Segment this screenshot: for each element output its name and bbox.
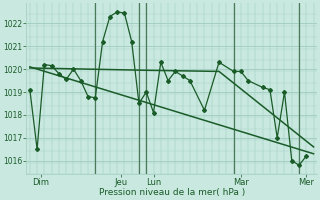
X-axis label: Pression niveau de la mer( hPa ): Pression niveau de la mer( hPa ) [99, 188, 245, 197]
